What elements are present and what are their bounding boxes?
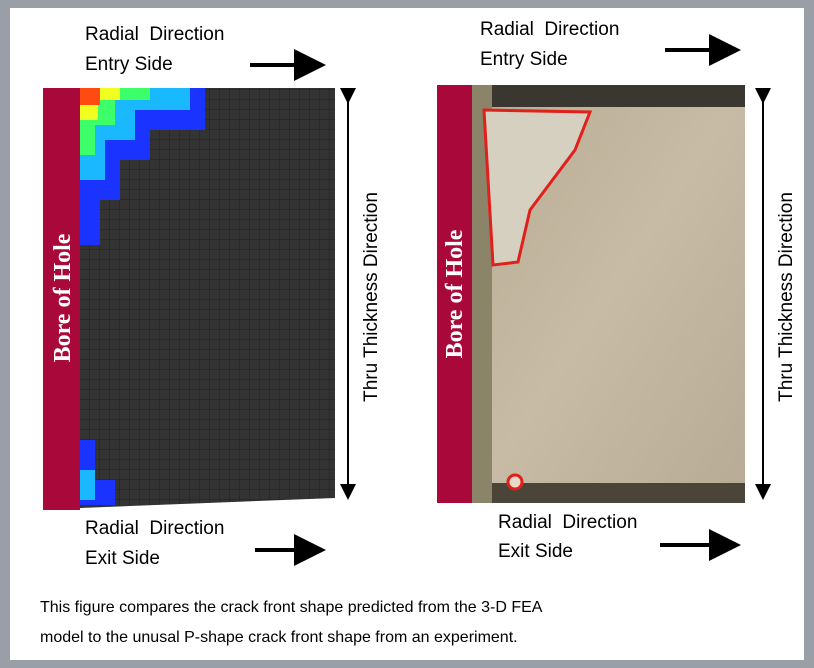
caption: model to the unusal P-shape crack front …	[40, 629, 518, 646]
page: Radial Direction Entry Side Bore of Hole…	[0, 0, 814, 668]
top-label: Radial Direction	[480, 19, 619, 40]
top-label: Radial Direction	[85, 24, 224, 45]
top-label: Entry Side	[480, 49, 568, 70]
bore-label: Bore of Hole	[442, 229, 468, 358]
top-label: Entry Side	[85, 54, 173, 75]
bottom-label: Exit Side	[498, 541, 573, 562]
bore-label: Bore of Hole	[50, 233, 76, 362]
side-label: Thru Thickness Direction	[361, 192, 382, 402]
caption: This figure compares the crack front sha…	[40, 599, 543, 616]
fracture-photo	[472, 85, 745, 503]
bottom-label: Radial Direction	[85, 518, 224, 539]
side-label: Thru Thickness Direction	[776, 192, 797, 402]
figure: Radial Direction Entry Side Bore of Hole…	[0, 0, 814, 668]
bottom-label: Exit Side	[85, 548, 160, 569]
bottom-label: Radial Direction	[498, 512, 637, 533]
